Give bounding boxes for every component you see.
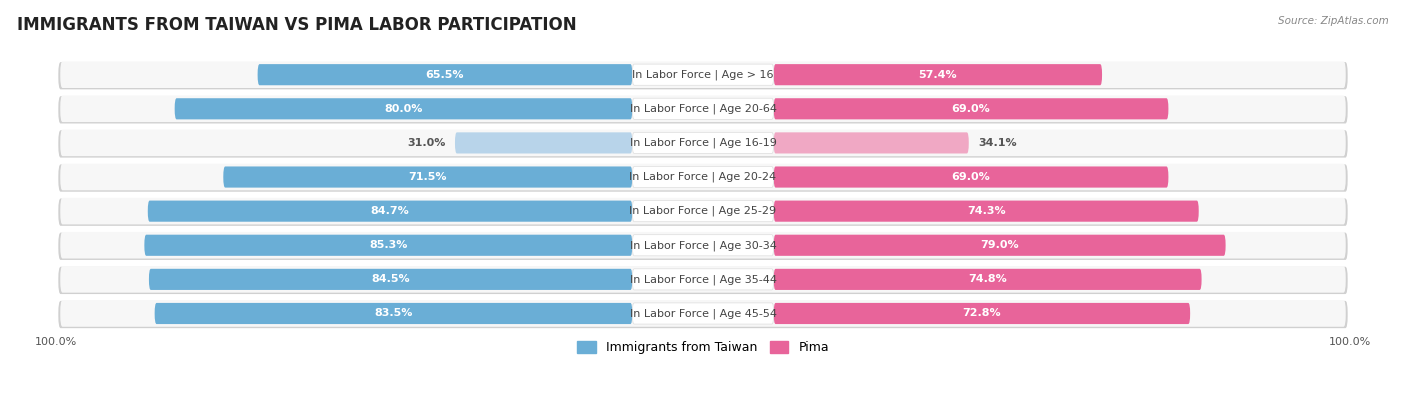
FancyBboxPatch shape (60, 198, 1346, 224)
Text: 85.3%: 85.3% (370, 240, 408, 250)
FancyBboxPatch shape (257, 64, 633, 85)
Text: 74.3%: 74.3% (967, 206, 1005, 216)
Text: 100.0%: 100.0% (35, 337, 77, 348)
Text: In Labor Force | Age 16-19: In Labor Force | Age 16-19 (630, 138, 776, 148)
Text: 84.5%: 84.5% (371, 275, 411, 284)
Text: In Labor Force | Age > 16: In Labor Force | Age > 16 (633, 70, 773, 80)
Text: In Labor Force | Age 25-29: In Labor Force | Age 25-29 (630, 206, 776, 216)
Text: 79.0%: 79.0% (980, 240, 1019, 250)
FancyBboxPatch shape (224, 166, 633, 188)
FancyBboxPatch shape (633, 98, 773, 119)
FancyBboxPatch shape (773, 201, 1199, 222)
FancyBboxPatch shape (58, 62, 1348, 89)
FancyBboxPatch shape (773, 235, 1226, 256)
Text: IMMIGRANTS FROM TAIWAN VS PIMA LABOR PARTICIPATION: IMMIGRANTS FROM TAIWAN VS PIMA LABOR PAR… (17, 16, 576, 34)
Text: 72.8%: 72.8% (963, 308, 1001, 318)
FancyBboxPatch shape (633, 166, 773, 188)
Text: In Labor Force | Age 35-44: In Labor Force | Age 35-44 (630, 274, 776, 285)
FancyBboxPatch shape (58, 301, 1348, 328)
FancyBboxPatch shape (633, 235, 773, 256)
FancyBboxPatch shape (633, 201, 773, 222)
FancyBboxPatch shape (174, 98, 633, 119)
FancyBboxPatch shape (60, 300, 1346, 327)
Text: 31.0%: 31.0% (406, 138, 446, 148)
FancyBboxPatch shape (633, 132, 773, 154)
Text: In Labor Force | Age 20-24: In Labor Force | Age 20-24 (630, 172, 776, 182)
Text: 100.0%: 100.0% (1329, 337, 1371, 348)
Text: 84.7%: 84.7% (371, 206, 409, 216)
Text: 65.5%: 65.5% (426, 70, 464, 80)
FancyBboxPatch shape (58, 164, 1348, 192)
Text: In Labor Force | Age 45-54: In Labor Force | Age 45-54 (630, 308, 776, 319)
Text: 69.0%: 69.0% (952, 104, 990, 114)
FancyBboxPatch shape (58, 233, 1348, 260)
Text: 57.4%: 57.4% (918, 70, 957, 80)
Text: 74.8%: 74.8% (969, 275, 1007, 284)
FancyBboxPatch shape (633, 269, 773, 290)
FancyBboxPatch shape (773, 269, 1202, 290)
FancyBboxPatch shape (773, 166, 1168, 188)
FancyBboxPatch shape (58, 130, 1348, 158)
Text: In Labor Force | Age 30-34: In Labor Force | Age 30-34 (630, 240, 776, 250)
FancyBboxPatch shape (773, 303, 1189, 324)
Text: 83.5%: 83.5% (374, 308, 412, 318)
FancyBboxPatch shape (148, 201, 633, 222)
Text: In Labor Force | Age 20-64: In Labor Force | Age 20-64 (630, 103, 776, 114)
Text: 80.0%: 80.0% (384, 104, 423, 114)
FancyBboxPatch shape (58, 96, 1348, 124)
FancyBboxPatch shape (60, 61, 1346, 88)
FancyBboxPatch shape (60, 130, 1346, 156)
FancyBboxPatch shape (773, 98, 1168, 119)
FancyBboxPatch shape (155, 303, 633, 324)
FancyBboxPatch shape (58, 267, 1348, 294)
Text: 34.1%: 34.1% (979, 138, 1017, 148)
FancyBboxPatch shape (773, 64, 1102, 85)
FancyBboxPatch shape (633, 64, 773, 85)
FancyBboxPatch shape (149, 269, 633, 290)
FancyBboxPatch shape (633, 303, 773, 324)
FancyBboxPatch shape (60, 232, 1346, 259)
FancyBboxPatch shape (145, 235, 633, 256)
FancyBboxPatch shape (773, 132, 969, 154)
Legend: Immigrants from Taiwan, Pima: Immigrants from Taiwan, Pima (572, 337, 834, 359)
Text: 69.0%: 69.0% (952, 172, 990, 182)
FancyBboxPatch shape (58, 199, 1348, 226)
FancyBboxPatch shape (60, 164, 1346, 190)
FancyBboxPatch shape (60, 96, 1346, 122)
Text: Source: ZipAtlas.com: Source: ZipAtlas.com (1278, 16, 1389, 26)
Text: 71.5%: 71.5% (409, 172, 447, 182)
FancyBboxPatch shape (60, 266, 1346, 293)
FancyBboxPatch shape (456, 132, 633, 154)
